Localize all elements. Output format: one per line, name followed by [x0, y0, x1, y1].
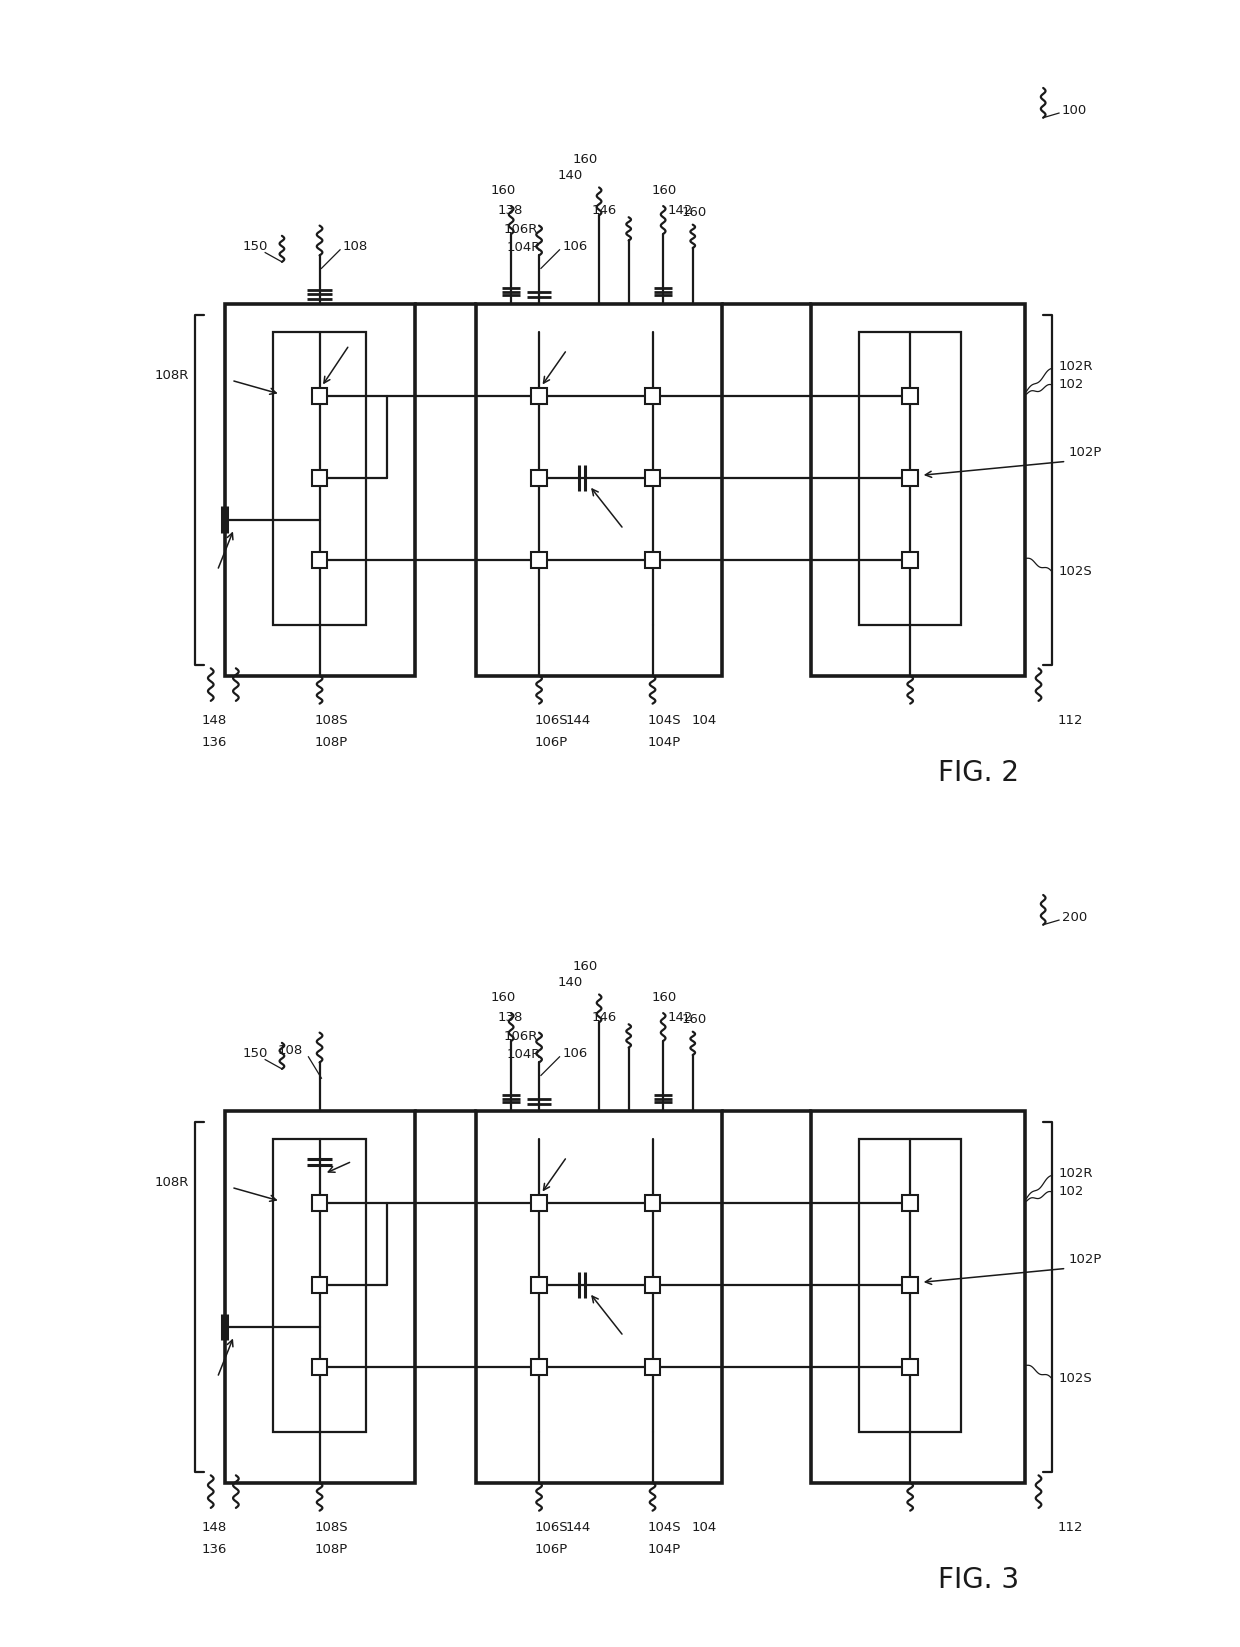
- Bar: [903, 1276, 918, 1293]
- Text: 108: 108: [342, 239, 368, 252]
- Text: 108P: 108P: [315, 736, 348, 749]
- Text: 100: 100: [1061, 104, 1087, 117]
- Text: 146: 146: [591, 204, 616, 217]
- Bar: [273, 331, 366, 624]
- Text: 148: 148: [201, 1520, 227, 1533]
- Text: 108S: 108S: [315, 1520, 348, 1533]
- Text: 106R: 106R: [503, 222, 538, 236]
- Bar: [311, 1196, 327, 1211]
- Text: 106P: 106P: [534, 736, 568, 749]
- Text: 112: 112: [1058, 713, 1083, 726]
- Text: 140: 140: [557, 170, 583, 181]
- Text: 104R: 104R: [506, 1049, 541, 1061]
- Text: 102: 102: [1059, 379, 1084, 392]
- Text: 104S: 104S: [649, 1520, 682, 1533]
- Text: 148: 148: [201, 713, 227, 726]
- Text: 142: 142: [668, 1011, 693, 1024]
- Text: 144: 144: [565, 713, 590, 726]
- Text: 136: 136: [201, 1543, 227, 1556]
- Bar: [859, 331, 961, 624]
- Bar: [476, 1110, 723, 1482]
- Text: 108R: 108R: [155, 1176, 190, 1189]
- Text: 138: 138: [497, 1011, 522, 1024]
- Text: 102S: 102S: [1059, 1372, 1092, 1385]
- Bar: [811, 303, 1024, 675]
- Text: 102R: 102R: [1059, 1166, 1094, 1179]
- Bar: [903, 389, 918, 404]
- Bar: [531, 389, 547, 404]
- Text: FIG. 3: FIG. 3: [937, 1566, 1018, 1594]
- Bar: [903, 552, 918, 568]
- Bar: [859, 1138, 961, 1431]
- Text: 106: 106: [562, 239, 588, 252]
- Text: 104P: 104P: [649, 1543, 681, 1556]
- Text: 160: 160: [573, 960, 598, 973]
- Text: FIG. 2: FIG. 2: [937, 759, 1018, 787]
- Text: 160: 160: [491, 184, 516, 196]
- Text: 106: 106: [562, 1046, 588, 1059]
- Bar: [531, 1359, 547, 1375]
- Bar: [531, 552, 547, 568]
- Text: 106S: 106S: [534, 1520, 568, 1533]
- Text: 160: 160: [652, 184, 677, 196]
- Text: 138: 138: [497, 204, 522, 217]
- Text: 200: 200: [1061, 911, 1087, 924]
- Text: 150: 150: [243, 239, 268, 252]
- Text: 144: 144: [565, 1520, 590, 1533]
- Bar: [531, 1196, 547, 1211]
- Bar: [311, 1276, 327, 1293]
- Text: 102P: 102P: [1069, 446, 1101, 458]
- Bar: [224, 303, 415, 675]
- Text: 160: 160: [491, 991, 516, 1003]
- Bar: [811, 1110, 1024, 1482]
- Text: 160: 160: [573, 153, 598, 166]
- Bar: [903, 469, 918, 486]
- Text: 106R: 106R: [503, 1029, 538, 1043]
- Text: 136: 136: [201, 736, 227, 749]
- Text: 104: 104: [692, 1520, 717, 1533]
- Bar: [273, 1138, 366, 1431]
- Bar: [311, 389, 327, 404]
- Bar: [531, 469, 547, 486]
- Bar: [903, 1196, 918, 1211]
- Text: 160: 160: [682, 206, 707, 219]
- Bar: [645, 1359, 661, 1375]
- Text: 150: 150: [243, 1046, 268, 1059]
- Bar: [645, 389, 661, 404]
- Text: 104R: 104R: [506, 242, 541, 254]
- Text: 104S: 104S: [649, 713, 682, 726]
- Text: 108: 108: [278, 1044, 303, 1057]
- Text: 106P: 106P: [534, 1543, 568, 1556]
- Bar: [224, 1110, 415, 1482]
- Text: 160: 160: [682, 1013, 707, 1026]
- Text: 108S: 108S: [315, 713, 348, 726]
- Bar: [476, 303, 723, 675]
- Text: 102S: 102S: [1059, 565, 1092, 578]
- Bar: [903, 1359, 918, 1375]
- Bar: [311, 1359, 327, 1375]
- Text: 108P: 108P: [315, 1543, 348, 1556]
- Text: 142: 142: [668, 204, 693, 217]
- Text: 108R: 108R: [155, 369, 190, 382]
- Bar: [645, 552, 661, 568]
- Text: 104P: 104P: [649, 736, 681, 749]
- Text: 104: 104: [692, 713, 717, 726]
- Bar: [645, 1196, 661, 1211]
- Bar: [311, 552, 327, 568]
- Bar: [645, 1276, 661, 1293]
- Text: 112: 112: [1058, 1520, 1083, 1533]
- Text: 106S: 106S: [534, 713, 568, 726]
- Text: 102P: 102P: [1069, 1253, 1101, 1265]
- Text: 160: 160: [652, 991, 677, 1003]
- Bar: [531, 1276, 547, 1293]
- Bar: [645, 469, 661, 486]
- Text: 140: 140: [557, 977, 583, 988]
- Text: 146: 146: [591, 1011, 616, 1024]
- Text: 102R: 102R: [1059, 359, 1094, 372]
- Text: 102: 102: [1059, 1186, 1084, 1199]
- Bar: [311, 469, 327, 486]
